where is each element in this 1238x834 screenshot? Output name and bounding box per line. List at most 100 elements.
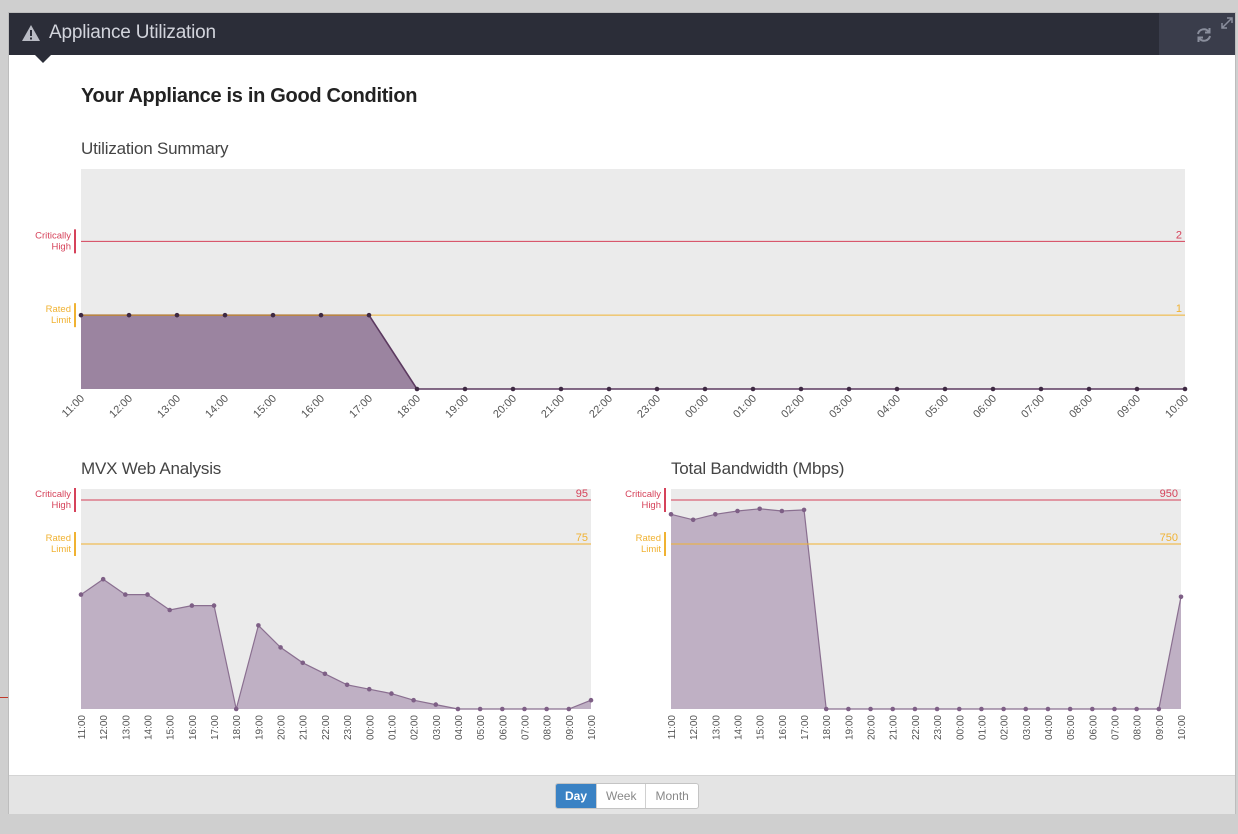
x-tick-label: 04:00 xyxy=(1044,715,1055,740)
x-tick-label: 01:00 xyxy=(977,715,988,740)
range-month-button[interactable]: Month xyxy=(645,784,697,808)
critical-value-label: 95 xyxy=(576,488,588,500)
x-tick-label: 14:00 xyxy=(144,715,155,740)
data-point xyxy=(1134,706,1139,712)
rated-value-label: 1 xyxy=(1176,303,1182,315)
data-point xyxy=(522,706,527,712)
data-point xyxy=(757,506,762,512)
x-tick-label: 00:00 xyxy=(955,715,966,740)
data-point xyxy=(123,592,128,597)
data-point xyxy=(588,697,594,703)
data-point xyxy=(174,312,180,318)
data-point xyxy=(318,312,324,318)
x-tick-label: 17:00 xyxy=(800,715,811,740)
x-tick-label: 03:00 xyxy=(1022,715,1033,740)
data-point xyxy=(990,386,996,392)
data-point xyxy=(1182,386,1188,392)
x-tick-label: 19:00 xyxy=(254,715,265,740)
data-point xyxy=(78,312,84,318)
data-point xyxy=(702,386,708,392)
range-day-button[interactable]: Day xyxy=(556,784,597,808)
x-tick-label: 00:00 xyxy=(365,715,376,740)
data-point xyxy=(750,386,756,392)
area-fill xyxy=(81,579,591,709)
expand-icon[interactable] xyxy=(1221,17,1233,29)
x-tick-label: 05:00 xyxy=(1066,715,1077,740)
data-point xyxy=(846,706,851,712)
x-tick-label: 10:00 xyxy=(1177,715,1188,740)
data-point xyxy=(1156,706,1162,712)
data-point xyxy=(558,386,564,392)
critical-label: High xyxy=(51,500,71,511)
data-point xyxy=(654,386,660,392)
x-tick-label: 15:00 xyxy=(756,715,767,740)
refresh-icon[interactable] xyxy=(1195,26,1213,44)
rated-label: Rated xyxy=(46,533,71,544)
critical-value-label: 2 xyxy=(1176,229,1182,241)
x-tick-label: 13:00 xyxy=(711,715,722,740)
x-tick-label: 08:00 xyxy=(1133,715,1144,740)
total-bandwidth-title: Total Bandwidth (Mbps) xyxy=(671,459,845,478)
warning-icon xyxy=(22,25,40,41)
rated-value-label: 750 xyxy=(1160,532,1178,544)
critical-label: High xyxy=(641,500,661,511)
edge-marker xyxy=(0,697,8,698)
x-tick-label: 21:00 xyxy=(889,715,900,740)
data-point xyxy=(823,706,829,712)
x-tick-label: 20:00 xyxy=(277,715,288,740)
data-point xyxy=(934,706,940,712)
data-point xyxy=(890,706,896,712)
data-point xyxy=(411,697,416,703)
range-week-button[interactable]: Week xyxy=(596,784,645,808)
area-fill xyxy=(81,315,1185,389)
series-line xyxy=(670,508,1182,710)
data-point xyxy=(300,660,306,666)
data-point xyxy=(167,607,172,613)
critical-value-label: 950 xyxy=(1160,488,1178,500)
data-point xyxy=(868,706,873,712)
data-point xyxy=(956,706,962,712)
panel-header: Appliance Utilization xyxy=(9,13,1235,63)
x-tick-label: 08:00 xyxy=(543,715,554,740)
data-point xyxy=(1038,386,1044,392)
x-tick-label: 16:00 xyxy=(778,715,789,740)
data-point xyxy=(798,386,804,392)
rated-label: Limit xyxy=(51,544,71,555)
data-point xyxy=(894,386,900,392)
data-point xyxy=(211,603,217,608)
x-tick-label: 13:00 xyxy=(121,715,132,740)
data-point xyxy=(1086,386,1092,392)
data-point xyxy=(462,386,468,392)
x-tick-label: 14:00 xyxy=(734,715,745,740)
x-tick-label: 12:00 xyxy=(689,715,700,740)
mvx-web-analysis-title: MVX Web Analysis xyxy=(81,459,222,478)
data-point xyxy=(668,512,674,517)
data-point xyxy=(1067,706,1073,712)
x-tick-label: 12:00 xyxy=(99,715,110,740)
rated-label: Limit xyxy=(641,544,661,555)
data-point xyxy=(713,512,718,517)
x-tick-label: 23:00 xyxy=(933,715,944,740)
critical-label: Critically xyxy=(625,489,661,500)
data-point xyxy=(1023,706,1029,712)
data-point xyxy=(1134,386,1140,392)
data-point xyxy=(189,603,195,608)
x-tick-label: 19:00 xyxy=(844,715,855,740)
header-tools xyxy=(1159,13,1235,55)
x-tick-label: 07:00 xyxy=(520,715,531,740)
x-tick-label: 09:00 xyxy=(565,715,576,740)
data-point xyxy=(500,706,505,712)
data-point xyxy=(1045,706,1051,712)
data-point xyxy=(735,508,740,514)
x-tick-label: 09:00 xyxy=(1155,715,1166,740)
panel-title: Appliance Utilization xyxy=(49,22,216,43)
data-point xyxy=(1090,706,1095,712)
data-point xyxy=(1001,706,1006,712)
data-point xyxy=(1178,594,1184,600)
data-point xyxy=(979,706,984,712)
x-tick-label: 23:00 xyxy=(343,715,354,740)
time-range-toggle: Day Week Month xyxy=(555,783,699,809)
